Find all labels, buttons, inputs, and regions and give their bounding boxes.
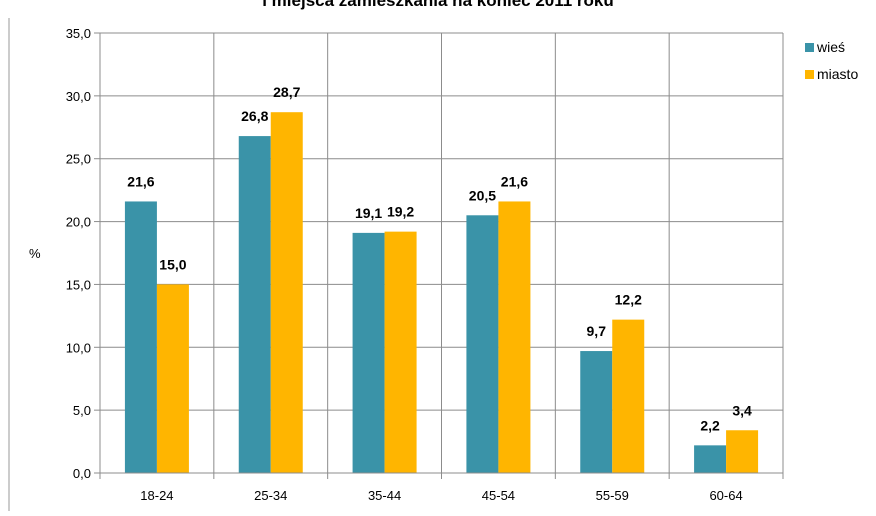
- legend: wieś miasto: [805, 39, 858, 82]
- data-label: 19,1: [355, 205, 382, 221]
- data-label: 21,6: [127, 173, 154, 189]
- grid-layer: [100, 32, 784, 473]
- bar-wies: [352, 232, 385, 473]
- x-tick-label: 35-44: [368, 488, 401, 503]
- legend-swatch: [805, 43, 814, 52]
- chart-title: i miejsca zamieszkania na koniec 2011 ro…: [262, 0, 614, 10]
- y-tick-label: 20,0: [66, 215, 91, 230]
- y-tick-label: 35,0: [66, 26, 91, 41]
- bar-layer: [124, 112, 759, 474]
- legend-label: wieś: [816, 39, 845, 55]
- x-tick-label: 25-34: [254, 488, 287, 503]
- bar-wies: [124, 201, 157, 473]
- y-tick-label: 5,0: [73, 403, 91, 418]
- bar-miasto: [156, 284, 189, 473]
- data-label: 20,5: [469, 187, 496, 203]
- bar-miasto: [612, 319, 645, 473]
- y-tick-label: 30,0: [66, 89, 91, 104]
- data-label: 3,4: [732, 402, 752, 418]
- x-tick-label: 60-64: [709, 488, 742, 503]
- axis-layer: 0,0 5,0 10,0 15,0 20,0 25,0 30,0 35,0 18-24 25-34…: [66, 26, 784, 503]
- data-label: 19,2: [387, 204, 414, 220]
- bar-miasto: [270, 112, 303, 473]
- y-axis-label: %: [29, 246, 41, 261]
- bar-wies: [694, 445, 727, 473]
- bar-wies: [466, 215, 499, 474]
- data-label: 9,7: [587, 323, 607, 339]
- y-tick-label: 25,0: [66, 152, 91, 167]
- legend-label: miasto: [817, 66, 858, 82]
- bar-miasto: [498, 201, 531, 473]
- data-label-layer: 21,6 15,0 26,8 28,7 19,1 19,2 20,5 21,6 9,7 12,2 2…: [127, 84, 752, 433]
- data-label: 12,2: [615, 292, 642, 308]
- legend-swatch: [805, 70, 814, 79]
- data-label: 26,8: [241, 108, 268, 124]
- x-tick-label: 18-24: [140, 488, 173, 503]
- y-tick-label: 0,0: [73, 466, 91, 481]
- x-tick-label: 55-59: [596, 488, 629, 503]
- data-label: 15,0: [159, 256, 186, 272]
- bar-miasto: [384, 231, 417, 473]
- bar-wies: [238, 136, 271, 474]
- y-tick-label: 10,0: [66, 340, 91, 355]
- bar-wies: [580, 351, 613, 473]
- x-tick-label: 45-54: [482, 488, 515, 503]
- data-label: 21,6: [501, 173, 528, 189]
- data-label: 28,7: [273, 84, 300, 100]
- data-label: 2,2: [700, 417, 720, 433]
- bar-miasto: [726, 430, 759, 473]
- y-tick-label: 15,0: [66, 277, 91, 292]
